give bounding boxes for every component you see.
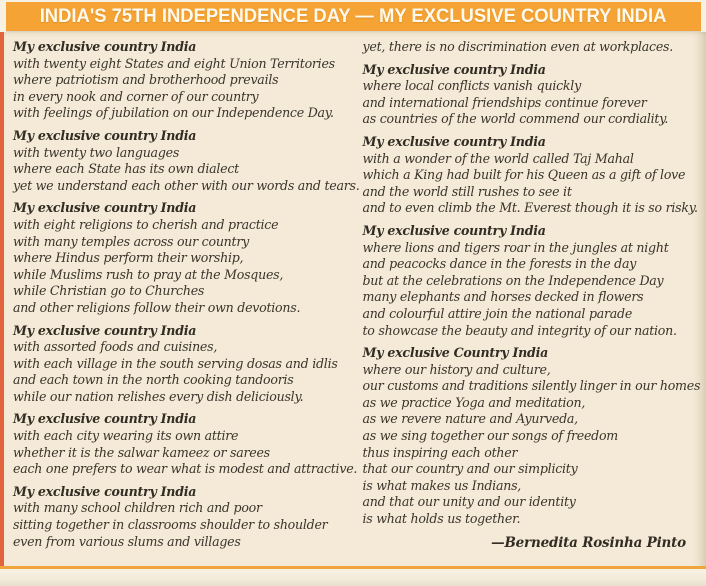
poem-line: where Hindus perform their worship, bbox=[13, 250, 244, 266]
stanza: My exclusive country India where local co… bbox=[363, 62, 701, 128]
poem-line: with many temples across our country bbox=[13, 233, 249, 249]
poem-line: with assorted foods and cuisines, bbox=[13, 339, 218, 355]
poem-line: but at the celebrations on the Independe… bbox=[362, 272, 664, 288]
poem-line: each one prefers to wear what is modest … bbox=[13, 461, 358, 477]
poem-line: and other religions follow their own dev… bbox=[13, 299, 301, 315]
poem-line: with each city wearing its own attire bbox=[13, 428, 239, 444]
bottom-rule bbox=[0, 566, 706, 586]
poem-line: whether it is the salwar kameez or saree… bbox=[13, 444, 270, 460]
poem-line: as we revere nature and Ayurveda, bbox=[362, 411, 579, 427]
poem-line: with feelings of jubilation on our Indep… bbox=[13, 105, 334, 121]
poem-line: while Christian go to Churches bbox=[13, 283, 205, 299]
header-bar: INDIA'S 75TH INDEPENDENCE DAY — MY EXCLU… bbox=[6, 2, 701, 31]
stanza: My exclusive country India with assorted … bbox=[13, 323, 351, 406]
stanza: My exclusive country India with many scho… bbox=[13, 484, 351, 550]
poem-line: is what makes us Indians, bbox=[362, 477, 522, 493]
poem-line: is what holds us together. bbox=[362, 511, 521, 527]
poem-line: yet, there is no discrimination even at … bbox=[362, 39, 674, 54]
poem-line: and the world still rushes to see it bbox=[362, 183, 572, 199]
poem-line: and peacocks dance in the forests in the… bbox=[362, 256, 637, 272]
poem-line: our customs and traditions silently ling… bbox=[362, 378, 701, 394]
poem-line: in every nook and corner of our country bbox=[13, 88, 259, 104]
poem-line: with eight religions to cherish and prac… bbox=[13, 216, 279, 232]
stanza-heading: My exclusive country India bbox=[13, 483, 197, 499]
poem-line: where local conflicts vanish quickly bbox=[362, 78, 582, 94]
author-byline: —Bernedita Rosinha Pinto bbox=[491, 534, 686, 551]
stanza: My exclusive country India with each city… bbox=[13, 411, 358, 477]
poem-line: that our country and our simplicity bbox=[362, 461, 578, 477]
poem-line: with a wonder of the world called Taj Ma… bbox=[362, 150, 634, 166]
stanza: My exclusive Country India where our hist… bbox=[363, 345, 701, 528]
poem-line: as countries of the world commend our co… bbox=[362, 111, 669, 127]
poem-column-right: yet, there is no discrimination even at … bbox=[357, 39, 701, 569]
poem-line: sitting together in classrooms shoulder … bbox=[13, 517, 328, 533]
stanza-heading: My exclusive country India bbox=[13, 322, 197, 338]
poem-line: and that our unity and our identity bbox=[362, 494, 576, 510]
poem-line: which a King had built for his Queen as … bbox=[362, 167, 686, 183]
poem-line: where our history and culture, bbox=[362, 361, 551, 377]
poem-line: thus inspiring each other bbox=[362, 444, 518, 460]
poem-line: with many school children rich and poor bbox=[13, 500, 262, 516]
stanza-heading: My exclusive country India bbox=[13, 411, 197, 427]
poem-line: where each State has its own dialect bbox=[13, 161, 239, 177]
poem-line: as we sing together our songs of freedom bbox=[362, 428, 619, 444]
poem-line: even from various slums and villages bbox=[13, 533, 241, 549]
poem-line: yet we understand each other with our wo… bbox=[13, 177, 360, 193]
poem-column-left: My exclusive country India with twenty ei… bbox=[13, 39, 360, 569]
poem-line: with twenty eight States and eight Union… bbox=[13, 55, 335, 71]
stanza: My exclusive country India with a wonder … bbox=[363, 134, 701, 217]
poem-line: many elephants and horses decked in flow… bbox=[362, 289, 644, 305]
poem-line: and international friendships continue f… bbox=[362, 94, 647, 110]
stanza: My exclusive country India where lions an… bbox=[363, 223, 701, 339]
stanza-heading: My exclusive country India bbox=[362, 133, 546, 149]
stanza: My exclusive country India with eight rel… bbox=[13, 200, 351, 316]
stanza-heading: My exclusive country India bbox=[362, 61, 546, 77]
page-title: INDIA'S 75TH INDEPENDENCE DAY — MY EXCLU… bbox=[40, 5, 667, 27]
poem-line: as we practice Yoga and meditation, bbox=[362, 394, 586, 410]
stanza-heading: My exclusive country India bbox=[13, 200, 197, 216]
poem-line: while our nation relishes every dish del… bbox=[13, 388, 304, 404]
stanza-heading: My exclusive country India bbox=[362, 222, 546, 238]
poem-body: My exclusive country India with twenty ei… bbox=[0, 32, 706, 569]
stanza: My exclusive country India with twenty tw… bbox=[13, 127, 360, 194]
poem-line: and to even climb the Mt. Everest though… bbox=[362, 200, 698, 216]
stanza-heading: My exclusive Country India bbox=[362, 345, 549, 361]
stanza: My exclusive country India with twenty ei… bbox=[13, 39, 351, 122]
stanza-heading: My exclusive country India bbox=[13, 39, 197, 54]
poem-line: and each town in the north cooking tando… bbox=[13, 372, 294, 388]
poem-line: and colourful attire join the national p… bbox=[362, 305, 633, 321]
stanza-heading: My exclusive country India bbox=[13, 127, 197, 143]
poem-line: with twenty two languages bbox=[13, 144, 180, 160]
poem-line: to showcase the beauty and integrity of … bbox=[362, 322, 677, 338]
poem-line: where lions and tigers roar in the jungl… bbox=[362, 239, 669, 255]
poem-line: while Muslims rush to pray at the Mosque… bbox=[13, 266, 284, 282]
poem-line: where patriotism and brotherhood prevail… bbox=[13, 72, 279, 88]
poem-line: with each village in the south serving d… bbox=[13, 355, 338, 371]
